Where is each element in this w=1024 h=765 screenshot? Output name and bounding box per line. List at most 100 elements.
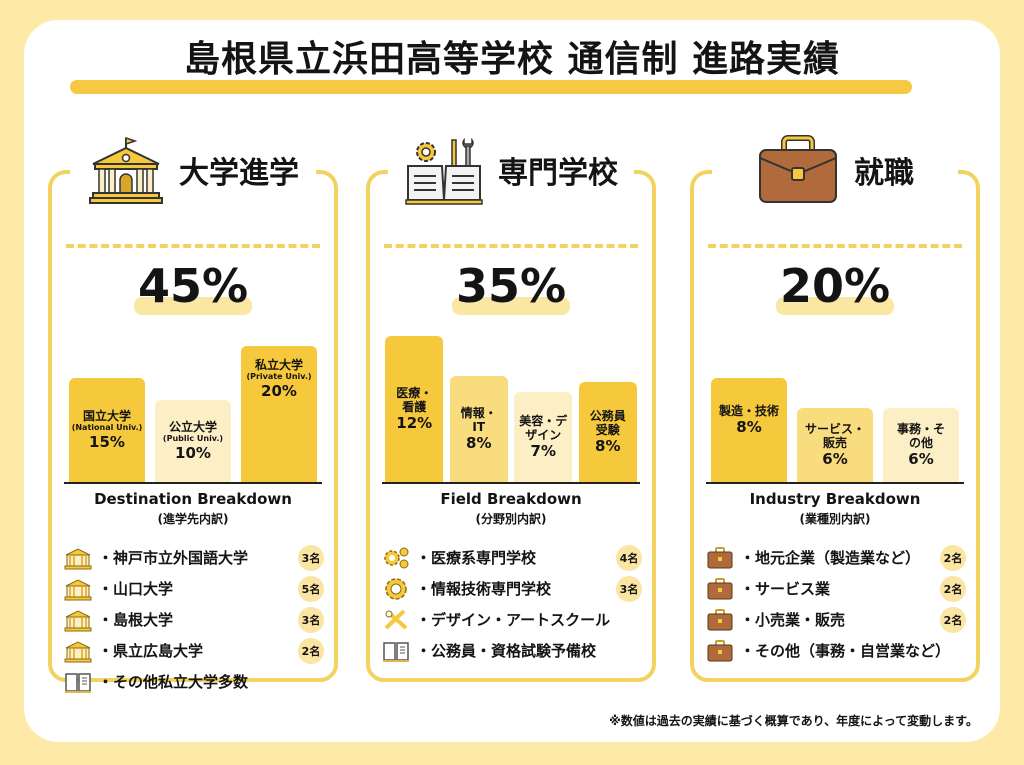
bar-sublabel: (Public Univ.) — [162, 434, 224, 444]
list-item-text: ・地元企業（製造業など） — [740, 549, 921, 567]
destination-list: ・神戸市立外国語大学 3名 ・山口大学 5名 ・島根大学 3名 ・県立広島大学 … — [64, 542, 324, 697]
chart-caption-en: Field Breakdown — [440, 490, 582, 508]
divider — [708, 244, 962, 248]
list-item: ・サービス業 2名 — [706, 573, 966, 604]
percent-highlight — [134, 297, 252, 315]
bar-label: 私立大学 — [254, 358, 303, 372]
list-item-text: ・山口大学 — [98, 580, 174, 598]
count-badge: 2名 — [298, 637, 324, 664]
list-item: ・県立広島大学 2名 — [64, 635, 324, 666]
bar-value: 20% — [261, 381, 297, 400]
bar-value: 10% — [175, 443, 211, 462]
list-item-text: ・その他私立大学多数 — [98, 673, 249, 691]
chart-caption-en: Destination Breakdown — [94, 490, 292, 508]
list-item-text: ・県立広島大学 — [98, 642, 204, 660]
bar-value: 8% — [595, 437, 621, 456]
gear-icon — [385, 577, 407, 600]
card-label: 就職 — [854, 156, 914, 191]
briefcase-icon — [707, 546, 733, 568]
bar-chart: 医療・看護 12% 情報・IT 8% 美容・デザイン 7% 公務員受験 8% — [382, 324, 640, 484]
bar-label: 医療・看護 — [396, 385, 433, 414]
card-employment: 就職 20% 製造・技術 8% サービス・販売 6% 事務・その他 6% Ind… — [690, 132, 980, 682]
list-item-text: ・医療系専門学校 — [416, 549, 537, 567]
count-badge: 3名 — [298, 544, 324, 571]
list-item: ・地元企業（製造業など） 2名 — [706, 542, 966, 573]
list-item-text: ・島根大学 — [98, 611, 174, 629]
bar-value: 6% — [908, 450, 934, 469]
list-item: ・その他私立大学多数 — [64, 666, 324, 697]
bar-sublabel: (Private Univ.) — [246, 372, 312, 382]
list-item: ・公務員・資格試験予備校 — [382, 635, 642, 666]
bar: 医療・看護 12% — [385, 336, 444, 482]
list-item: ・デザイン・アートスクール — [382, 604, 642, 635]
card-header: 就職 — [712, 132, 958, 208]
count-badge: 5名 — [298, 575, 324, 602]
university-icon — [64, 609, 92, 631]
bar-value: 6% — [822, 450, 848, 469]
list-item-text: ・サービス業 — [740, 580, 831, 598]
bar: 私立大学 (Private Univ.) 20% — [241, 346, 317, 482]
bar-label: 情報・IT — [460, 405, 497, 434]
percent-highlight — [452, 297, 570, 315]
bar-value: 12% — [396, 414, 433, 433]
bar-value: 8% — [736, 418, 762, 437]
design-tools-icon — [384, 609, 408, 629]
list-item: ・島根大学 3名 — [64, 604, 324, 635]
total-percent: 35% — [455, 259, 567, 313]
card-vocational-school: 専門学校 35% 医療・看護 12% 情報・IT 8% 美容・デザイン 7% 公… — [366, 132, 656, 682]
total-percent: 45% — [137, 259, 249, 313]
briefcase-icon — [707, 577, 733, 599]
list-item: ・神戸市立外国語大学 3名 — [64, 542, 324, 573]
bar: 美容・デザイン 7% — [514, 392, 573, 482]
list-item: ・山口大学 5名 — [64, 573, 324, 604]
total-percent: 20% — [779, 259, 891, 313]
book-icon — [383, 641, 409, 662]
bar-label: 美容・デザイン — [519, 413, 568, 442]
briefcase-icon — [707, 608, 733, 630]
card-label: 大学進学 — [179, 156, 299, 191]
count-badge: 2名 — [940, 544, 966, 571]
university-icon — [64, 640, 92, 662]
bar-label: 公立大学 — [168, 420, 217, 434]
bar-value: 15% — [89, 432, 125, 451]
bar-value: 8% — [466, 434, 492, 453]
briefcase-icon — [707, 639, 733, 661]
bar-value: 7% — [530, 442, 556, 461]
bar: 公務員受験 8% — [578, 382, 637, 482]
bar-label: 国立大学 — [82, 409, 131, 423]
bar-label: サービス・販売 — [804, 421, 865, 450]
divider — [384, 244, 638, 248]
bar-chart: 国立大学 (National Univ.) 15% 公立大学 (Public U… — [64, 324, 322, 484]
page-title: 島根県立浜田高等学校 通信制 進路実績 — [183, 39, 841, 80]
bar: サービス・販売 6% — [797, 408, 873, 482]
chart-caption-jp: (進学先内訳) — [157, 512, 229, 526]
chart-caption-jp: (分野別内訳) — [475, 512, 547, 526]
card-university: 大学進学 45% 国立大学 (National Univ.) 15% 公立大学 … — [48, 132, 338, 693]
bar-sublabel: (National Univ.) — [71, 423, 143, 433]
university-icon — [64, 578, 92, 600]
card-header: 大学進学 — [70, 132, 316, 208]
card-label: 専門学校 — [498, 156, 618, 191]
count-badge: 3名 — [616, 575, 642, 602]
bar: 事務・その他 6% — [883, 408, 959, 482]
bar: 公立大学 (Public Univ.) 10% — [155, 400, 231, 482]
title-highlight — [70, 80, 912, 94]
count-badge: 3名 — [298, 606, 324, 633]
list-item-text: ・小売業・販売 — [740, 611, 846, 629]
count-badge: 4名 — [616, 544, 642, 571]
list-item: ・医療系専門学校 4名 — [382, 542, 642, 573]
bar-label: 製造・技術 — [718, 404, 779, 418]
bar-label: 公務員受験 — [589, 408, 626, 437]
book-icon — [65, 672, 91, 693]
count-badge: 2名 — [940, 575, 966, 602]
list-item-text: ・公務員・資格試験予備校 — [416, 642, 597, 660]
list-item-text: ・神戸市立外国語大学 — [98, 549, 249, 567]
university-icon — [64, 547, 92, 569]
bar: 製造・技術 8% — [711, 378, 787, 482]
divider — [66, 244, 320, 248]
briefcase-icon — [759, 135, 837, 203]
chart-caption-jp: (業種別内訳) — [799, 512, 871, 526]
card-header: 専門学校 — [388, 132, 634, 208]
school-list: ・医療系専門学校 4名 ・情報技術専門学校 3名 ・デザイン・アートスクール ・… — [382, 542, 642, 666]
bar: 情報・IT 8% — [449, 376, 508, 482]
